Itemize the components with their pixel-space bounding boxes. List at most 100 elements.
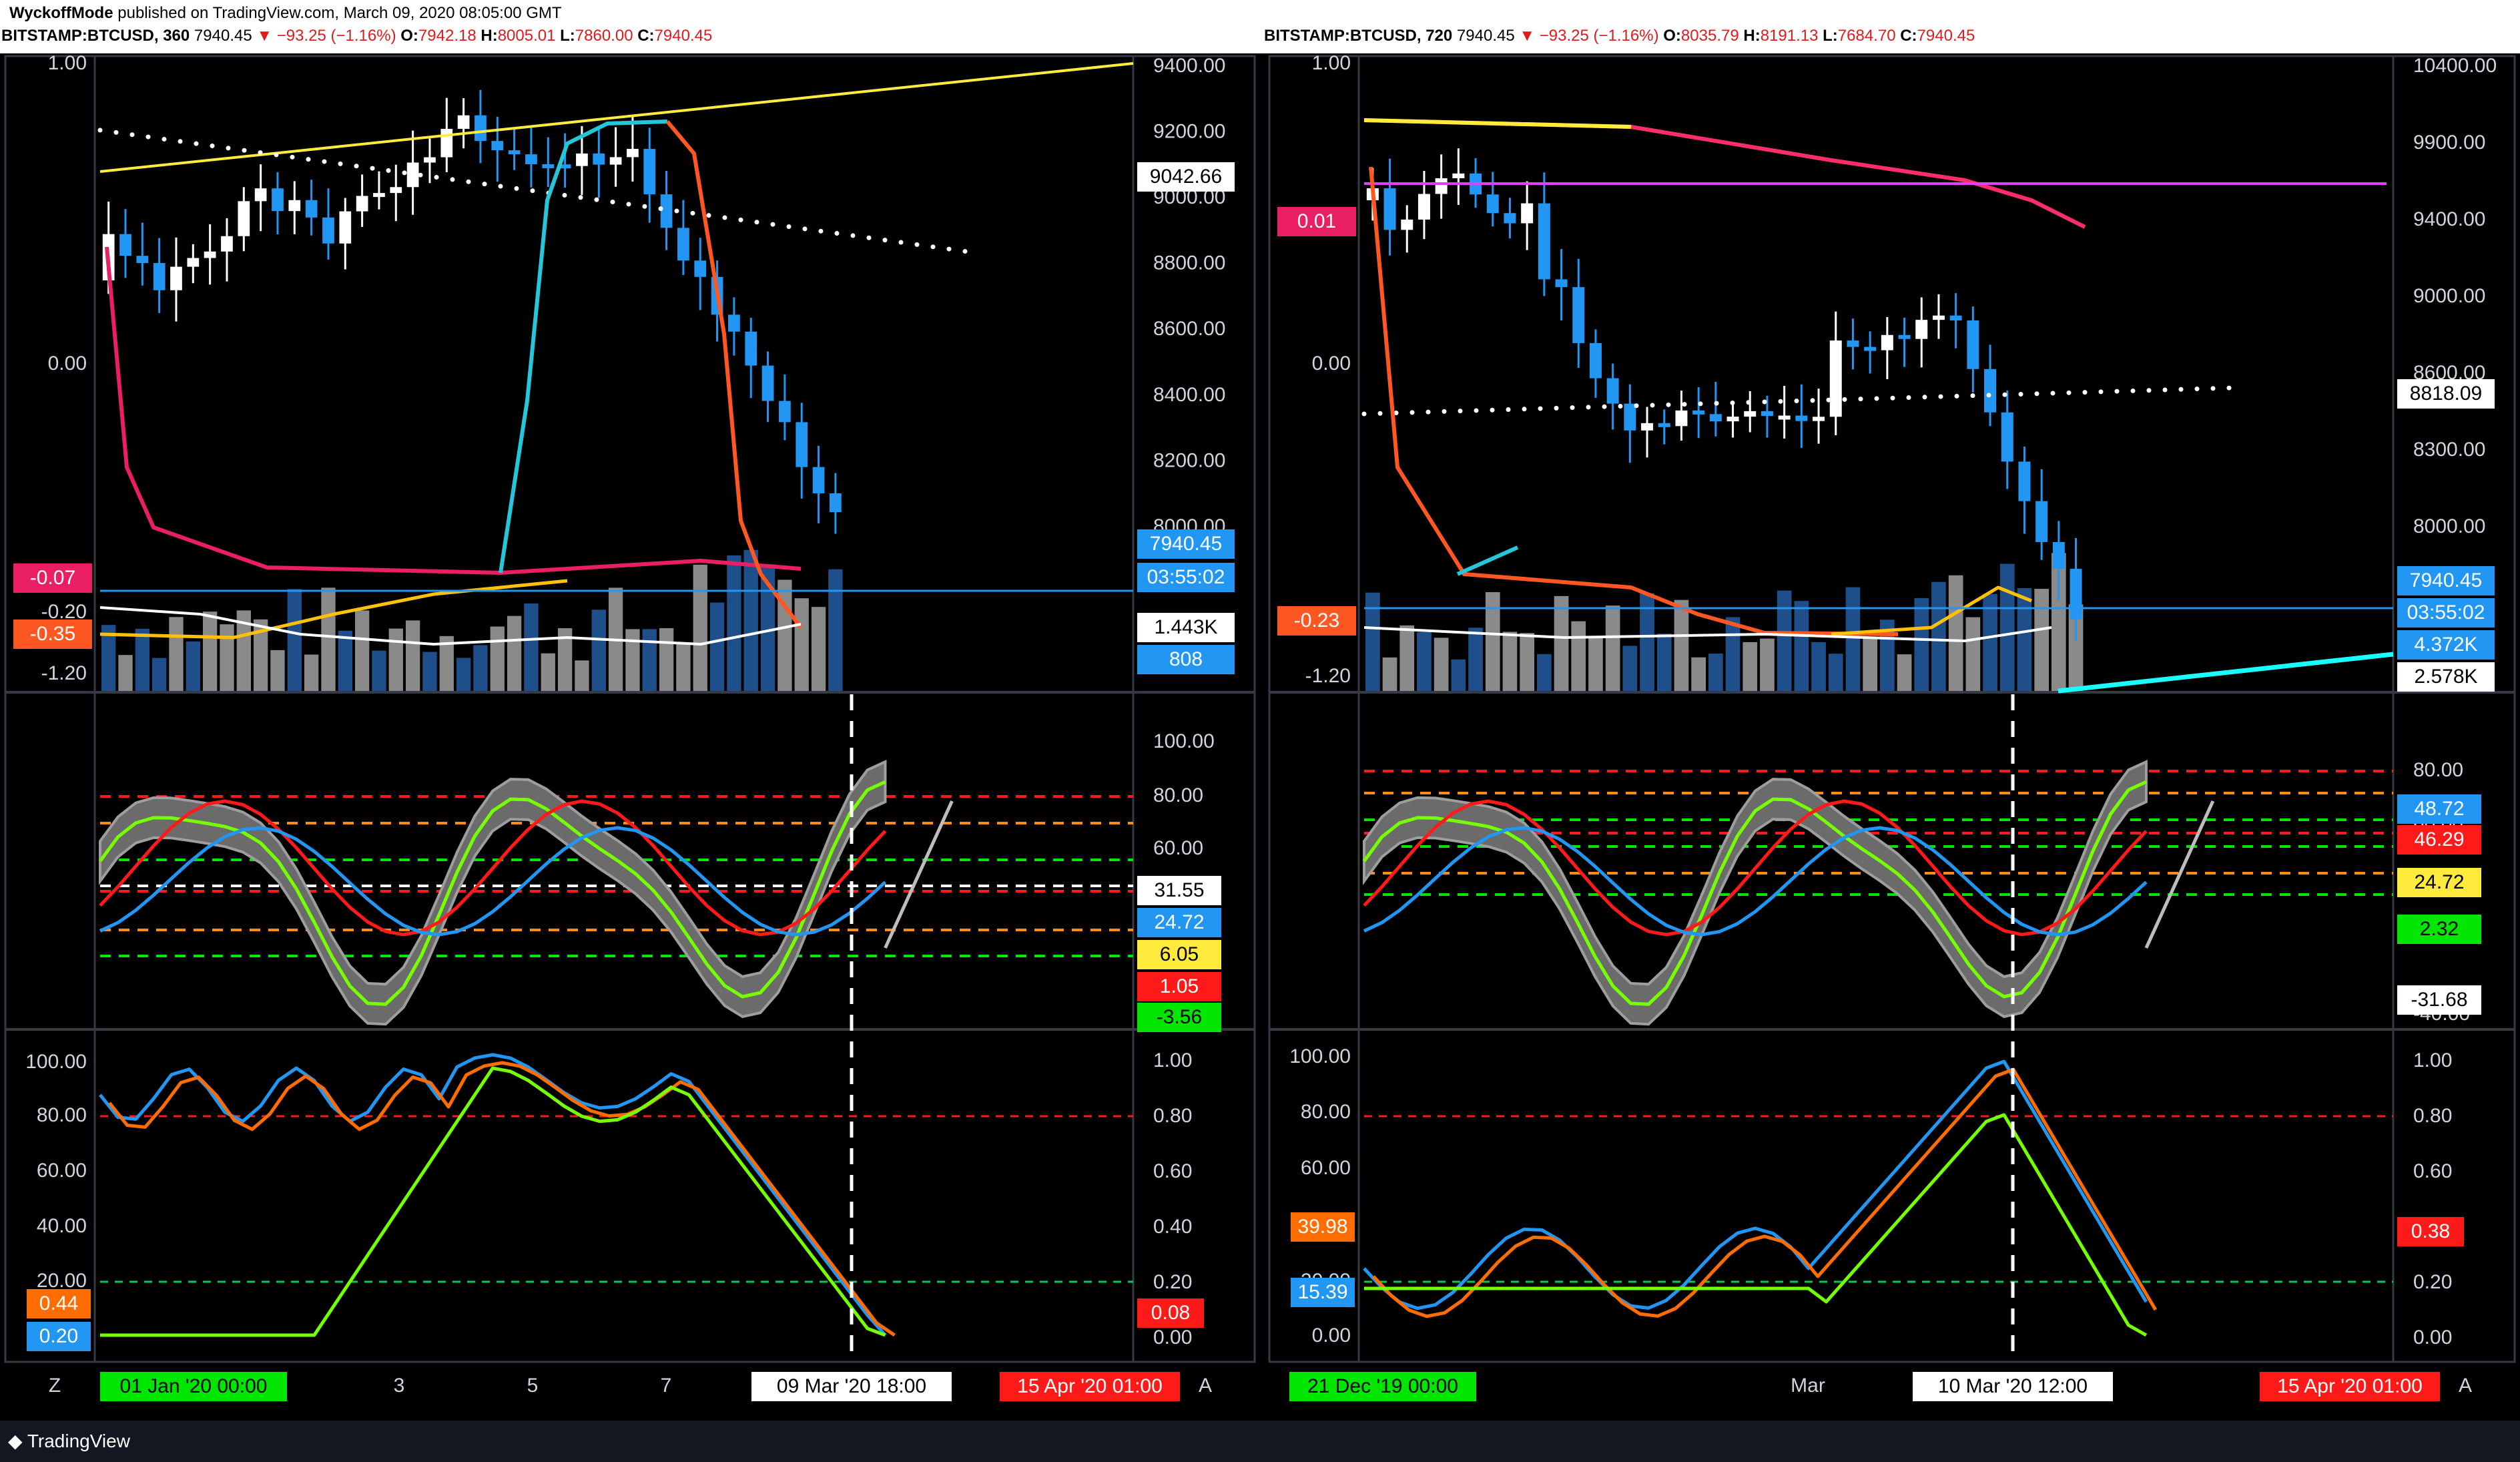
candle-body: [694, 260, 707, 277]
stoch-slow-green: [100, 1066, 886, 1337]
p3-right-tick: 1.00: [1153, 1049, 1192, 1071]
p3-left-tick: 20.00: [37, 1270, 87, 1292]
ma-dot: [1361, 411, 1367, 417]
date-cursor-badge-bg: [1913, 1372, 2113, 1401]
tradingview-logo[interactable]: ◆ TradingView: [8, 1430, 130, 1452]
p2-badge: -31.68: [2411, 989, 2467, 1011]
ma-dot: [722, 215, 727, 220]
volume-bar: [236, 610, 251, 691]
left-tick-label: -1.20: [41, 662, 87, 684]
p3-left-tick: 0.00: [1312, 1324, 1351, 1347]
volume-bar: [405, 620, 420, 691]
p3-left-tick: 40.00: [37, 1215, 87, 1237]
candle-body: [1452, 173, 1465, 179]
volume-bar: [1863, 637, 1877, 691]
p3-right-tick: 0.80: [2413, 1105, 2452, 1127]
p3-left-tick: 100.00: [25, 1051, 87, 1073]
price-badge: 03:55:02: [1147, 566, 1225, 588]
candle-body: [1624, 403, 1636, 431]
ma-dot: [770, 222, 775, 227]
volume-bar: [1674, 599, 1689, 691]
ma-dot: [562, 192, 567, 198]
brand-label: TradingView: [27, 1431, 130, 1451]
volume-bar: [304, 654, 319, 691]
auto-scale-button: A: [2459, 1375, 2472, 1397]
candle-body: [1847, 340, 1859, 347]
ma-dot: [2194, 387, 2200, 392]
publish-info: published on TradingView.com, March 09, …: [117, 4, 562, 22]
ma-dot: [1682, 402, 1687, 407]
ma-dot: [1794, 399, 1799, 404]
volume-bar: [1399, 625, 1415, 691]
p3-left-badge-bg: [27, 1289, 91, 1318]
left-badge-bg: [1277, 207, 1356, 236]
date-start-badge-bg: [1289, 1372, 1476, 1401]
ma-dot: [418, 172, 423, 178]
volume-bar: [220, 624, 234, 691]
p3-left-badge: 15.39: [1297, 1281, 1347, 1303]
x-tick-label: 5: [527, 1375, 539, 1397]
stoch-red: [99, 799, 887, 937]
date-end-badge: 15 Apr '20 01:00: [2277, 1375, 2423, 1397]
x-tick-label: 3: [394, 1375, 405, 1397]
volume-bar: [1622, 646, 1638, 691]
candle-body: [187, 258, 200, 267]
volume-bar: [338, 630, 352, 691]
chart-canvas[interactable]: 9400.00 9200.00 9000.00 8800.00 8600.00 8400.…: [0, 53, 2520, 1421]
candle-body: [643, 149, 656, 195]
volume-bar: [1417, 632, 1432, 691]
ma-dot: [162, 136, 167, 142]
p3-left-badge-bg: [1291, 1278, 1355, 1307]
candle-body: [1675, 410, 1688, 427]
ma-dot: [306, 157, 311, 162]
volume-bar: [1605, 605, 1620, 691]
author-name[interactable]: WyckoffMode: [9, 4, 113, 22]
ma-dot: [1762, 399, 1767, 405]
footer-bar: ◆ TradingView: [0, 1421, 2520, 1462]
ma-dot: [450, 177, 455, 182]
ma-dot: [530, 188, 535, 194]
candle-body: [1726, 417, 1739, 422]
volume-bar: [439, 636, 454, 691]
p2-badge: 48.72: [2414, 798, 2464, 820]
symbol-name: BITSTAMP:BTCUSD, 720: [1264, 27, 1453, 45]
volume-bar: [1520, 633, 1534, 691]
price-badge: 2.578K: [2414, 666, 2477, 688]
ma-dot: [2178, 387, 2184, 392]
volume-bar: [507, 616, 522, 691]
ma-dot: [1714, 401, 1719, 406]
price-badge-bg: [2397, 630, 2495, 660]
p3-right-tick: 0.60: [2413, 1160, 2452, 1182]
last-price: 7940.45: [194, 27, 252, 45]
p3-left-tick: 60.00: [1301, 1157, 1351, 1179]
candle-body: [1984, 369, 1997, 413]
ma-dot: [1778, 399, 1783, 404]
publish-line: WyckoffMode published on TradingView.com…: [9, 4, 562, 23]
candle-body: [779, 401, 791, 423]
ma-dot: [226, 146, 231, 151]
ma-dot: [2130, 388, 2136, 393]
ma-dot: [145, 134, 151, 140]
volume-bar: [642, 629, 657, 691]
volume-bar: [1725, 617, 1741, 691]
ma-dot: [2210, 386, 2216, 391]
candle-body: [593, 153, 605, 165]
trendline-cyan: [2058, 652, 2394, 694]
volume-bar: [1691, 657, 1706, 691]
volume-bar: [2017, 588, 2032, 691]
volume-bar: [1777, 590, 1792, 691]
p3-left-tick: 80.00: [37, 1104, 87, 1126]
volume-bar: [709, 602, 725, 691]
ma-dot: [834, 231, 840, 236]
p2-badge-bg: [1137, 908, 1221, 937]
auto-scale-button: A: [1199, 1375, 1212, 1397]
ma-dot: [658, 206, 663, 212]
ma-dot: [1393, 411, 1399, 416]
ma-dot: [1666, 402, 1671, 407]
p3-right-badge: 0.38: [2411, 1220, 2450, 1242]
candle-body: [1915, 320, 1928, 339]
p2-badge: 31.55: [1154, 879, 1204, 901]
ma-dot: [2066, 390, 2072, 395]
ma-dot: [1922, 395, 1927, 400]
ma-dot: [482, 182, 487, 187]
